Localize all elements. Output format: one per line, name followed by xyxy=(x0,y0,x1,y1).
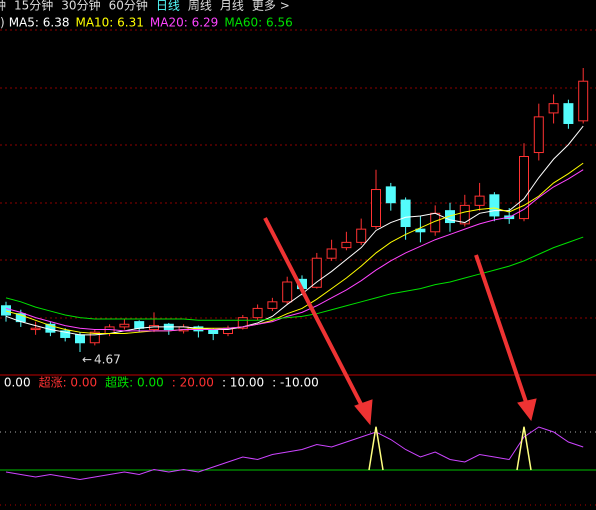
candle-body xyxy=(563,103,574,124)
indicator-header: : 0.00 超涨: 0.00 超跌: 0.00 : 20.00 : 10.00 : -1… xyxy=(0,375,319,390)
legend-item: MA10: 6.31 xyxy=(75,16,143,30)
legend-prefix: ) xyxy=(0,16,5,30)
candle-body xyxy=(75,334,85,344)
indicator-label: 超涨: 0.00 xyxy=(39,375,98,390)
indicator-label: : 0.00 xyxy=(0,376,31,390)
candle-body xyxy=(237,317,248,329)
indicator-label: 超跌: 0.00 xyxy=(105,375,164,390)
legend-item: MA20: 6.29 xyxy=(150,16,218,30)
candle-body xyxy=(134,321,145,329)
arrow-shaft xyxy=(263,217,366,411)
spike xyxy=(516,426,532,471)
candle-body xyxy=(489,194,500,217)
arrow-shaft xyxy=(474,254,529,406)
arrow-head xyxy=(354,399,373,426)
candle-body xyxy=(548,103,559,114)
candle-body xyxy=(341,241,352,249)
candle-body xyxy=(356,228,367,243)
candle-body xyxy=(474,195,485,206)
ma-line xyxy=(5,125,584,336)
ma-line xyxy=(5,162,584,335)
candle-body xyxy=(30,327,41,331)
candle-body xyxy=(89,331,100,344)
ma-legend: ) MA5: 6.38 MA10: 6.31 MA20: 6.29 MA60: 6.56 xyxy=(0,16,293,30)
indicator-label: : -10.00 xyxy=(272,376,319,390)
timeframe-tab[interactable]: 60分钟 xyxy=(109,0,148,13)
candle-body xyxy=(371,189,381,228)
candle-body xyxy=(459,204,470,225)
candle-body xyxy=(311,257,322,288)
indicator xyxy=(5,426,584,481)
indicator-label: : 10.00 xyxy=(222,376,264,390)
candle-body xyxy=(578,80,589,122)
legend-item: MA5: 6.38 xyxy=(9,16,70,30)
candle-body xyxy=(533,116,544,154)
timeframe-tab[interactable]: 15分钟 xyxy=(14,0,53,13)
indicator-label: : 20.00 xyxy=(172,376,214,390)
candle-body xyxy=(326,248,337,259)
candle-body xyxy=(415,228,426,233)
candle-body xyxy=(385,186,396,204)
toolbar: 钟 15分钟 30分钟 60分钟 日线 周线 月线 更多 > xyxy=(0,0,290,13)
timeframe-tab[interactable]: 周线 xyxy=(188,0,212,13)
low-label: 4.67 xyxy=(94,353,121,367)
arrow-head xyxy=(517,398,537,422)
candle-body xyxy=(519,156,529,220)
legend-item: MA60: 6.56 xyxy=(224,16,292,30)
candle-body xyxy=(119,323,130,328)
candle-body xyxy=(208,329,219,335)
timeframe-tab[interactable]: 钟 xyxy=(0,0,6,13)
timeframe-tab[interactable]: 更多 > xyxy=(252,0,290,13)
ma-line xyxy=(5,236,584,321)
indicator-line xyxy=(5,426,584,481)
candle-body xyxy=(252,307,263,319)
candle-body xyxy=(1,305,11,316)
spike xyxy=(368,426,384,471)
candle-body xyxy=(282,281,293,303)
timeframe-tab[interactable]: 日线 xyxy=(156,0,180,13)
candle-body xyxy=(400,199,411,228)
timeframe-tab[interactable]: 月线 xyxy=(220,0,244,13)
timeframe-tab[interactable]: 30分钟 xyxy=(61,0,100,13)
candle-body xyxy=(60,330,71,338)
ma-line xyxy=(5,169,584,332)
candle-body xyxy=(267,301,278,309)
candles xyxy=(1,68,589,352)
low-arrow: ← xyxy=(82,353,92,367)
annotation-arrows xyxy=(263,217,537,426)
moving-averages: ← 4.67 xyxy=(5,125,584,367)
candle-body xyxy=(445,210,455,224)
